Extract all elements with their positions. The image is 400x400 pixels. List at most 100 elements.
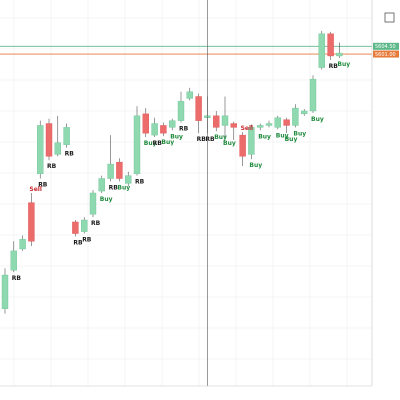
signal-label-buy: Buy <box>117 184 130 191</box>
signal-label-other: RB <box>91 220 101 227</box>
candle <box>274 115 281 130</box>
candle <box>89 190 97 218</box>
candle-body-up <box>248 127 255 155</box>
candle <box>336 42 343 58</box>
candle <box>28 193 35 247</box>
price-levels <box>0 45 372 55</box>
signal-label-buy: Buy <box>223 140 236 147</box>
candle <box>283 117 290 134</box>
signal-label-other: RB <box>135 179 145 186</box>
candle <box>309 75 317 113</box>
candle-body-up <box>151 123 158 136</box>
candle <box>239 132 246 166</box>
candle <box>72 220 79 237</box>
candle-body-up <box>107 163 114 179</box>
signal-label-other: RB <box>179 126 189 133</box>
signal-label-buy: Buy <box>161 139 174 146</box>
candle-body-up <box>124 175 132 184</box>
candle <box>124 171 132 187</box>
candle-body-up <box>133 115 141 174</box>
candle-body-up <box>301 110 308 115</box>
signal-label-sell: Sell <box>241 125 254 132</box>
signal-label-buy: Buy <box>293 130 306 137</box>
candle <box>195 93 202 134</box>
candle-body-up <box>309 78 317 112</box>
candle-body-up <box>1 274 9 309</box>
signal-label-buy: Buy <box>276 132 289 139</box>
candle <box>151 117 158 138</box>
signal-label-buy: Buy <box>285 136 298 143</box>
candle-body-up <box>63 127 70 145</box>
price-tag-label: 5601.00 <box>375 52 396 58</box>
candle-body-up <box>186 91 194 99</box>
candle <box>107 135 114 182</box>
candle-body-up <box>98 178 106 192</box>
signal-label-buy: Buy <box>214 134 227 141</box>
chart-grid <box>0 0 372 386</box>
candle <box>19 235 26 251</box>
candle <box>133 106 141 176</box>
candle <box>1 268 9 314</box>
signal-label-other: RB <box>197 136 207 143</box>
candle-body-down <box>283 119 290 126</box>
signal-label-buy: Buy <box>144 140 157 147</box>
signal-label-other: RB <box>82 237 92 244</box>
candle <box>54 115 61 157</box>
signal-label-buy: Buy <box>337 61 350 68</box>
signal-label-other: RB <box>205 136 215 143</box>
candle-series <box>1 30 343 314</box>
signal-label-buy: Buy <box>100 196 113 203</box>
signal-label-buy: Buy <box>311 116 324 123</box>
candle <box>292 104 299 128</box>
candle-body-down <box>327 33 334 57</box>
price-tag <box>373 42 399 50</box>
axis-settings-icon[interactable] <box>384 12 395 23</box>
candle-body-up <box>54 142 61 155</box>
candle-body-up <box>177 101 185 121</box>
candle-body-down <box>142 113 150 134</box>
candle <box>301 109 308 116</box>
candle-body-up <box>80 219 88 232</box>
candle <box>98 175 106 193</box>
candle-body-down <box>230 123 238 128</box>
candle-body-up <box>168 120 176 128</box>
signal-label-buy: Buy <box>249 162 262 169</box>
signal-label-other: RB <box>47 163 57 170</box>
candle <box>168 118 176 131</box>
candle-body-up <box>19 239 26 250</box>
candle <box>116 158 123 182</box>
candle-body-up <box>265 123 273 126</box>
candle-body-down <box>212 115 220 128</box>
candle <box>177 91 185 123</box>
candle-body-down <box>45 123 53 157</box>
signal-label-other: RB <box>153 140 163 147</box>
candle-body-up <box>89 192 97 215</box>
candle <box>257 123 264 131</box>
signal-label-sell: Sell <box>29 186 42 193</box>
signal-label-other: RB <box>109 184 119 191</box>
candle-body-down <box>239 134 246 157</box>
candle-body-down <box>28 202 35 242</box>
candle <box>265 120 273 128</box>
axes <box>0 0 395 387</box>
candle-body-up <box>257 125 264 128</box>
candle-body-up <box>274 117 281 128</box>
candle <box>212 110 220 132</box>
candle-body-down <box>160 125 167 134</box>
price-tag <box>373 50 399 58</box>
candle <box>186 87 194 101</box>
signal-label-other: RB <box>65 151 75 158</box>
signal-label-other: RB <box>38 182 48 189</box>
candle-body-up <box>318 33 325 68</box>
candle-body-up <box>336 52 343 57</box>
candle <box>45 118 53 161</box>
candle <box>80 217 88 234</box>
candle-body-up <box>292 107 299 126</box>
candle-body-down <box>116 161 123 179</box>
signal-label-buy: Buy <box>258 133 271 140</box>
candle-body-down <box>195 96 202 121</box>
candle <box>37 120 44 179</box>
candle <box>318 30 325 70</box>
candle <box>160 122 167 137</box>
